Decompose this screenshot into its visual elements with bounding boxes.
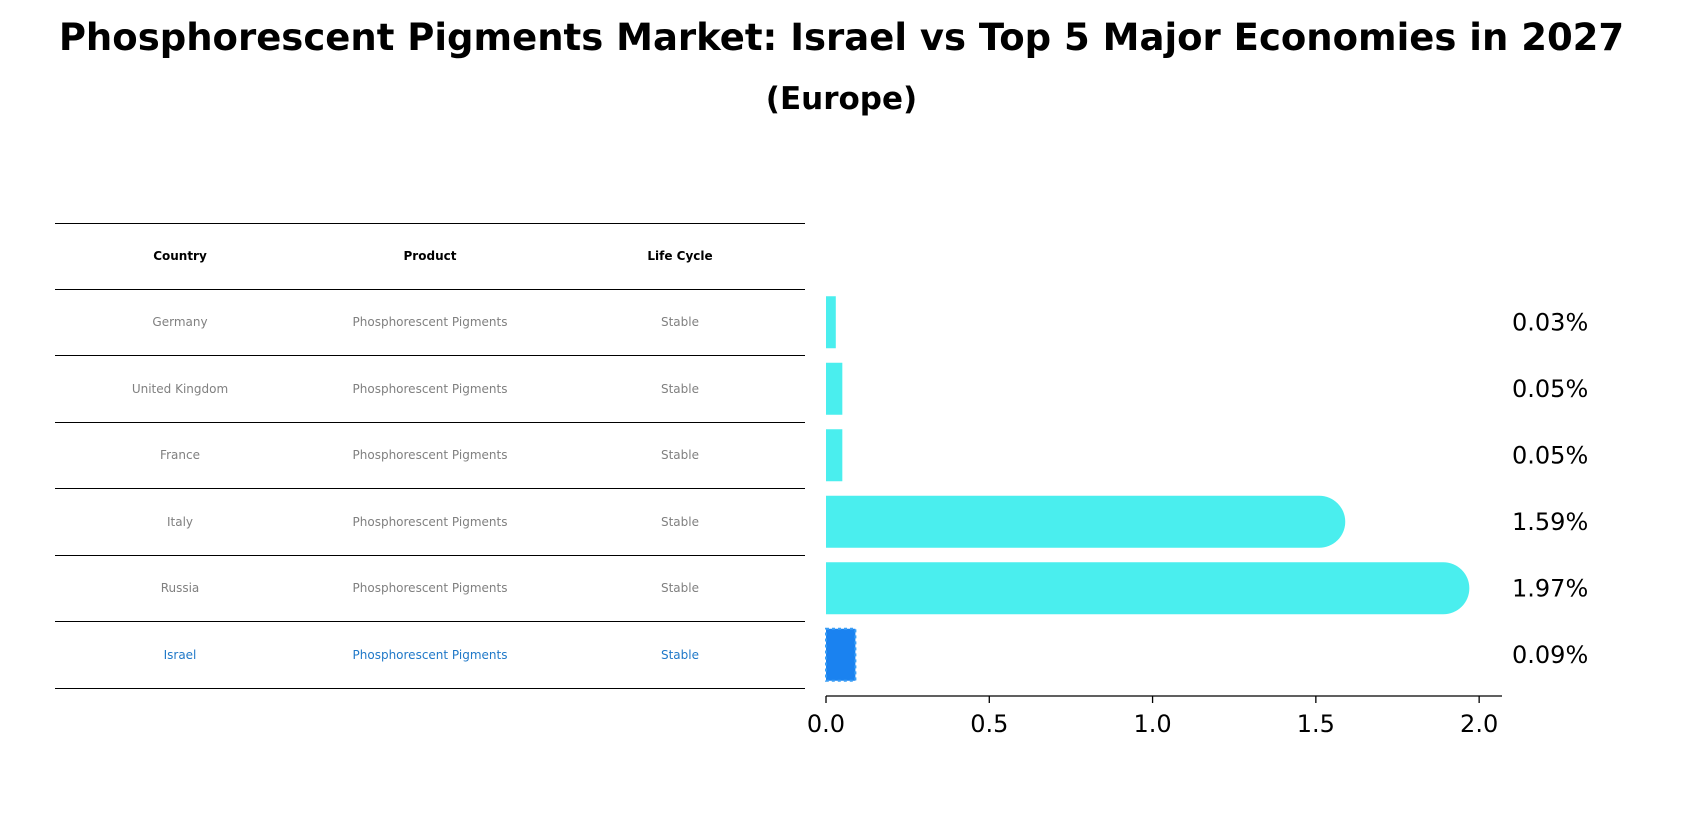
cell-product: Phosphorescent Pigments (352, 315, 508, 330)
value-label: 1.97% (1512, 574, 1588, 602)
cell-country: Russia (160, 581, 200, 596)
cell-life-cycle: Stable (660, 315, 699, 330)
bar-united-kingdom (826, 362, 843, 415)
x-tick-label: 0.5 (970, 710, 1008, 738)
header-product: Product (403, 249, 457, 264)
chart-title: Phosphorescent Pigments Market: Israel v… (58, 16, 1625, 59)
value-label: 0.05% (1512, 375, 1588, 403)
table-row: United Kingdom Phosphorescent Pigments S… (55, 356, 805, 423)
table-row: Italy Phosphorescent Pigments Stable (55, 489, 805, 556)
table-row: Russia Phosphorescent Pigments Stable (55, 556, 805, 622)
x-tick-label: 0.0 (807, 710, 845, 738)
value-label: 0.05% (1512, 441, 1588, 469)
value-label: 0.03% (1512, 308, 1588, 336)
cell-life-cycle: Stable (660, 448, 699, 463)
bar-israel (825, 627, 857, 682)
x-tick-label: 1.0 (1133, 710, 1171, 738)
table-header-row: Country Product Life Cycle (55, 223, 805, 290)
cell-country: France (160, 448, 200, 463)
x-tick-label: 1.5 (1297, 710, 1335, 738)
cell-product: Phosphorescent Pigments (352, 448, 508, 463)
value-label: 1.59% (1512, 508, 1588, 536)
header-life-cycle: Life Cycle (647, 249, 713, 264)
header-country: Country (153, 249, 207, 264)
bar-russia (826, 562, 1470, 615)
table-row-highlight: Israel Phosphorescent Pigments Stable (55, 622, 805, 689)
table-row: France Phosphorescent Pigments Stable (55, 423, 805, 489)
cell-country: Israel (163, 647, 197, 662)
table-row: Germany Phosphorescent Pigments Stable (55, 290, 805, 356)
cell-life-cycle: Stable (660, 581, 699, 596)
cell-product: Phosphorescent Pigments (352, 514, 508, 529)
bar-france (826, 429, 843, 482)
cell-country: United Kingdom (131, 381, 229, 396)
bar-italy (826, 495, 1346, 548)
bar-germany (826, 296, 836, 349)
cell-country: Italy (166, 514, 194, 529)
chart-subtitle: (Europe) (765, 81, 918, 117)
cell-life-cycle: Stable (660, 381, 699, 396)
cell-life-cycle: Stable (660, 514, 699, 529)
x-tick-label: 2.0 (1460, 710, 1498, 738)
cell-product: Phosphorescent Pigments (352, 647, 508, 662)
value-label: 0.09% (1512, 641, 1588, 669)
country-table: Country Product Life Cycle Germany Phosp… (55, 223, 805, 689)
cell-product: Phosphorescent Pigments (352, 581, 508, 596)
cell-product: Phosphorescent Pigments (352, 381, 508, 396)
cell-country: Germany (152, 315, 208, 330)
cell-life-cycle: Stable (660, 647, 699, 662)
